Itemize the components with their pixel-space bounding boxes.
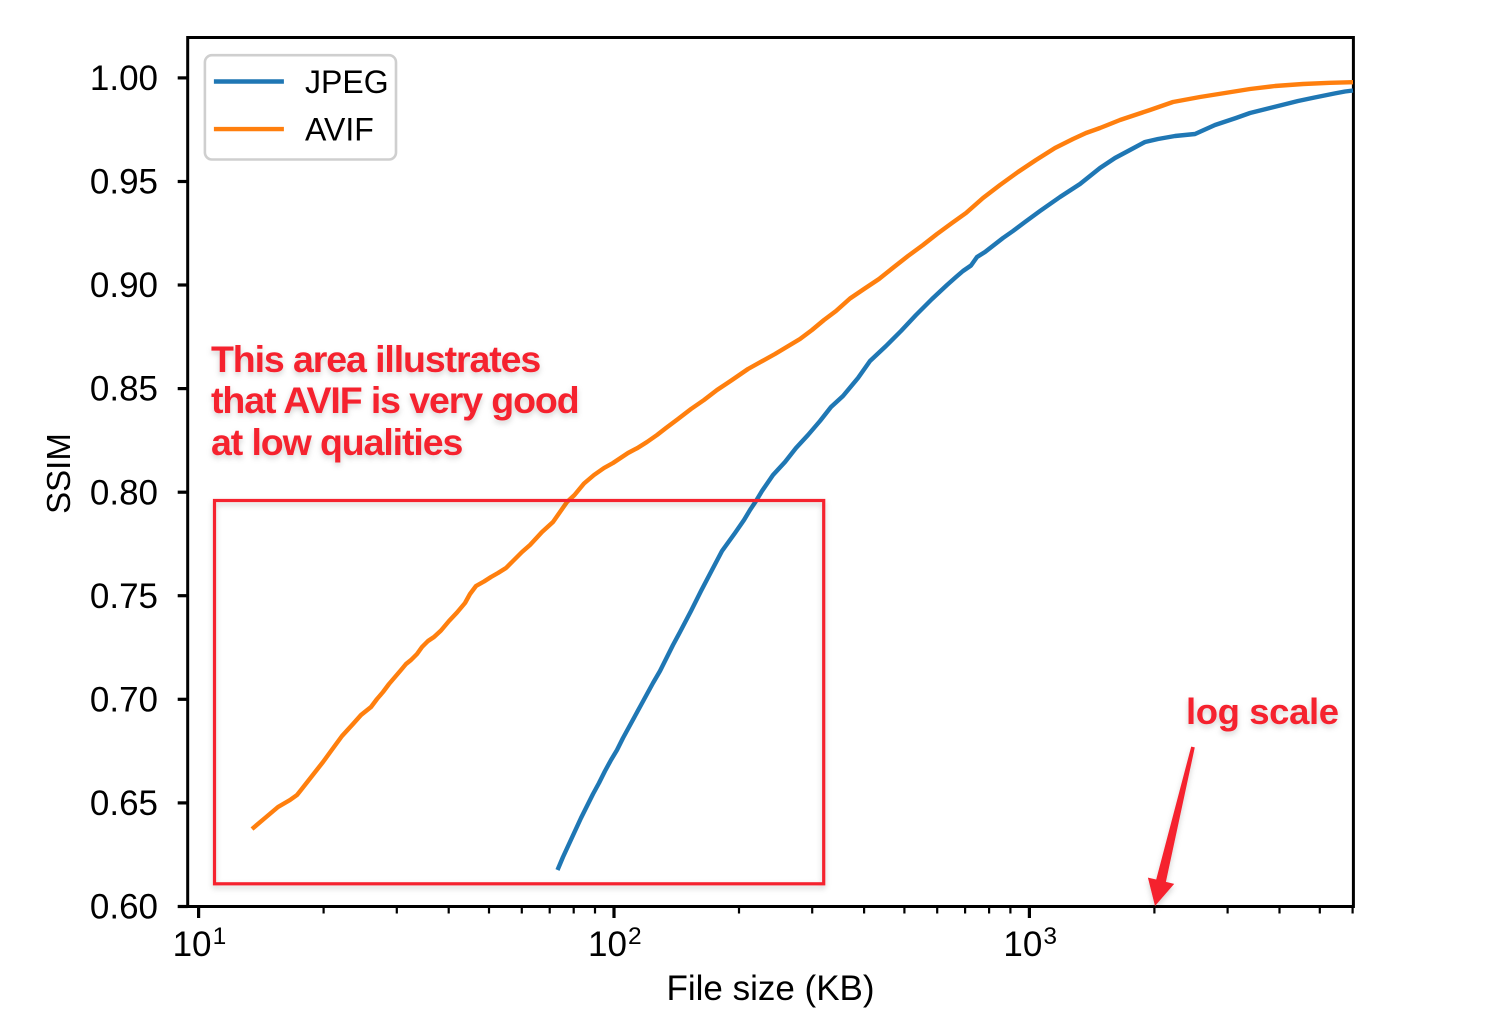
- svg-text:0.70: 0.70: [90, 680, 158, 719]
- svg-text:log scale: log scale: [1186, 691, 1339, 732]
- svg-text:that AVIF is very good: that AVIF is very good: [211, 379, 579, 421]
- svg-text:3: 3: [1043, 923, 1057, 950]
- svg-text:SSIM: SSIM: [40, 433, 77, 514]
- svg-text:10: 10: [588, 925, 627, 964]
- svg-text:0.90: 0.90: [90, 266, 158, 305]
- svg-text:1: 1: [213, 923, 227, 950]
- svg-text:0.95: 0.95: [90, 163, 158, 202]
- svg-text:AVIF: AVIF: [305, 112, 374, 148]
- svg-text:10: 10: [173, 925, 212, 964]
- svg-text:0.60: 0.60: [90, 888, 158, 927]
- svg-text:at low qualities: at low qualities: [211, 421, 462, 463]
- svg-text:2: 2: [628, 923, 642, 950]
- svg-text:0.75: 0.75: [90, 577, 158, 616]
- svg-text:1.00: 1.00: [90, 59, 158, 98]
- svg-text:File size (KB): File size (KB): [666, 969, 874, 1008]
- svg-text:0.80: 0.80: [90, 473, 158, 512]
- svg-text:0.65: 0.65: [90, 784, 158, 823]
- svg-text:0.85: 0.85: [90, 370, 158, 409]
- svg-text:10: 10: [1003, 925, 1042, 964]
- svg-text:JPEG: JPEG: [305, 64, 389, 100]
- svg-text:This area illustrates: This area illustrates: [211, 338, 540, 380]
